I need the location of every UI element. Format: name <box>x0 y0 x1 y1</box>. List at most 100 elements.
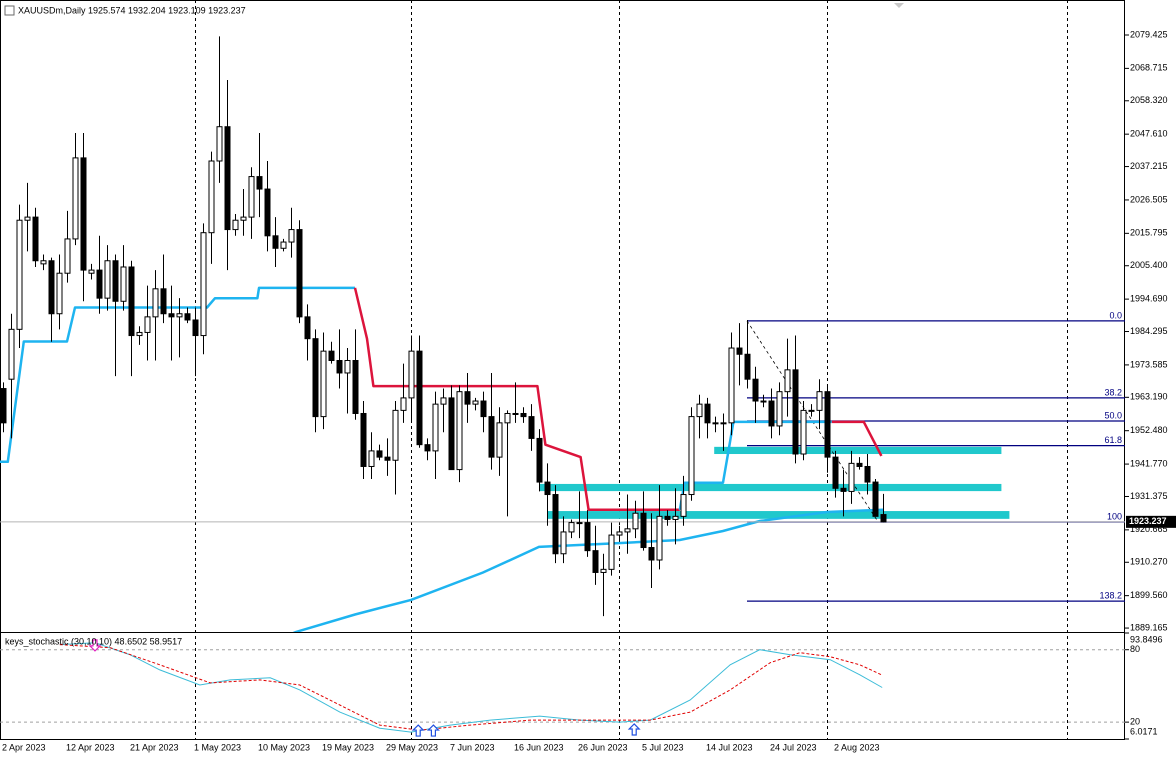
candle-body <box>8 328 15 380</box>
y-tick-label: 1899.560 <box>1130 590 1168 600</box>
candle-body <box>360 412 367 467</box>
candle-body <box>768 400 775 427</box>
y-tick-label: 1910.270 <box>1130 557 1168 567</box>
candle-body <box>648 547 655 561</box>
candle-body <box>584 522 591 552</box>
candle-body <box>736 347 743 355</box>
zone <box>539 483 1002 492</box>
candle-body <box>144 316 151 333</box>
candle-body <box>160 288 167 315</box>
x-tick-label: 10 May 2023 <box>258 742 310 752</box>
candle-body <box>48 260 55 315</box>
candle-body <box>632 512 639 530</box>
candle-body <box>432 403 439 452</box>
candle-body <box>288 229 295 243</box>
candle-body <box>600 568 607 573</box>
x-tick-label: 5 Jul 2023 <box>642 742 684 752</box>
candle-body <box>120 266 127 302</box>
sub-window <box>0 639 1125 737</box>
candle-body <box>368 450 375 467</box>
symbol-icon <box>4 5 15 16</box>
candle-body <box>64 238 71 274</box>
candle-body <box>264 188 271 237</box>
candle-body <box>792 369 799 455</box>
y-tick-label: 2047.610 <box>1130 129 1168 139</box>
fib-label: 38.2 <box>1104 387 1122 397</box>
candle-body <box>56 272 63 315</box>
y-tick-label: 2037.215 <box>1130 161 1168 171</box>
candle-body <box>168 313 175 318</box>
candle-body <box>456 391 463 471</box>
candle-body <box>808 409 815 412</box>
x-tick-label: 16 Jun 2023 <box>514 742 564 752</box>
fib-label: 138.2 <box>1099 591 1122 601</box>
candle-body <box>240 216 247 221</box>
candle-body <box>576 522 583 525</box>
candle-body <box>488 416 495 458</box>
x-tick-label: 19 May 2023 <box>322 742 374 752</box>
candle-body <box>416 350 423 446</box>
x-tick-label: 7 Jun 2023 <box>450 742 495 752</box>
y-tick-label: 2068.715 <box>1130 63 1168 73</box>
trend-line <box>0 286 355 464</box>
candle-body <box>208 160 215 234</box>
x-tick-label: 14 Jul 2023 <box>706 742 753 752</box>
candle-body <box>880 514 887 523</box>
candle-body <box>248 176 255 218</box>
candle-body <box>328 350 335 361</box>
y-tick-label: 1973.585 <box>1130 359 1168 369</box>
candle-body <box>840 487 847 492</box>
candle-body <box>744 353 751 380</box>
candle-body <box>24 216 31 221</box>
x-tick-label: 2 Apr 2023 <box>2 742 46 752</box>
candle-body <box>568 522 575 533</box>
candle-body <box>320 350 327 418</box>
candle-body <box>800 409 807 455</box>
price-box-label: 1923.237 <box>1129 516 1167 526</box>
candle-body <box>824 391 831 458</box>
signal-arrow <box>411 724 425 737</box>
candle-body <box>656 515 663 561</box>
candle-body <box>224 126 231 231</box>
candle-body <box>776 391 783 427</box>
candle-body <box>136 331 143 337</box>
signal-arrow <box>426 724 440 737</box>
candle-body <box>720 422 727 425</box>
y2-tick-label: 20 <box>1130 716 1140 726</box>
moving-average <box>292 508 884 632</box>
candle-body <box>464 391 471 405</box>
zone <box>547 511 1010 519</box>
candle-body <box>872 481 879 517</box>
trend-line <box>353 287 680 512</box>
candle-body <box>552 494 559 555</box>
candle-body <box>16 219 23 330</box>
candle-body <box>304 316 311 340</box>
signal-arrow <box>88 639 102 652</box>
candle-body <box>536 437 543 483</box>
y-tick-label: 1889.165 <box>1130 622 1168 632</box>
candle-body <box>192 319 199 337</box>
fib-label: 61.8 <box>1104 435 1122 445</box>
y-tick-label: 1941.770 <box>1130 458 1168 468</box>
candle-body <box>72 157 79 240</box>
y-tick-label: 1931.375 <box>1130 491 1168 501</box>
candle-body <box>472 400 479 405</box>
y-tick-label: 2015.795 <box>1130 228 1168 238</box>
y-tick-label: 1952.480 <box>1130 425 1168 435</box>
candle-body <box>848 462 855 492</box>
candle-body <box>152 288 159 318</box>
y-tick-label: 1994.690 <box>1130 293 1168 303</box>
x-tick-label: 26 Jun 2023 <box>578 742 628 752</box>
candle-body <box>664 515 671 520</box>
candle-body <box>680 494 687 517</box>
y2-tick-label: 80 <box>1130 644 1140 654</box>
candle-body <box>112 260 119 302</box>
candle-body <box>336 359 343 374</box>
candle-body <box>520 412 527 418</box>
stochastic-line <box>59 644 883 731</box>
stochastic-line <box>59 642 883 733</box>
candle-body <box>200 232 207 337</box>
y2-tick-label: 6.0171 <box>1130 726 1158 736</box>
